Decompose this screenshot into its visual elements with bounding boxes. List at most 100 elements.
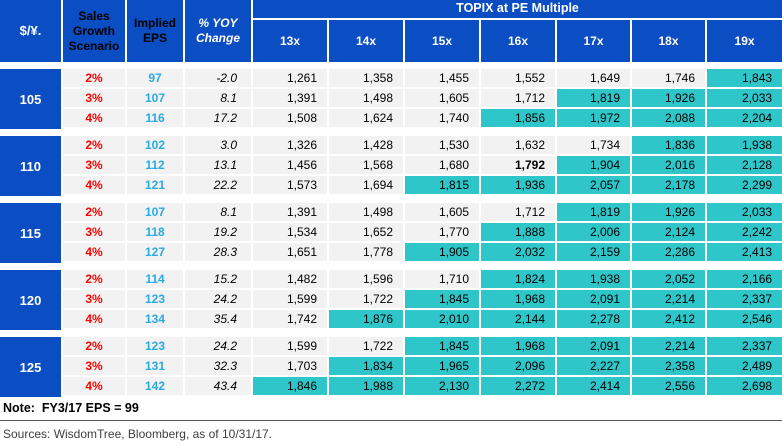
pe-column-header-14x: 14x (329, 20, 405, 62)
yoy-change-cell: 3.0 (185, 136, 253, 156)
topix-value-cell: 1,712 (481, 203, 557, 223)
topix-value-cell: 2,556 (632, 377, 707, 397)
topix-value-cell: 1,888 (481, 223, 557, 243)
topix-value-cell: 1,904 (557, 156, 632, 176)
implied-eps-cell: 134 (127, 310, 185, 330)
topix-value-cell: 2,178 (632, 176, 707, 196)
topix-value-cell: 2,010 (405, 310, 481, 330)
topix-value-cell: 1,596 (329, 270, 405, 290)
implied-eps-cell: 127 (127, 243, 185, 263)
implied-eps-cell: 114 (127, 270, 185, 290)
topix-value-cell: 1,722 (329, 337, 405, 357)
implied-eps-cell: 123 (127, 337, 185, 357)
yoy-change-header: % YOY Change (185, 0, 253, 62)
yoy-change-cell: 8.1 (185, 89, 253, 109)
topix-value-cell: 2,286 (632, 243, 707, 263)
yoy-change-cell: 28.3 (185, 243, 253, 263)
topix-value-cell: 2,214 (632, 337, 707, 357)
scenario-row: 4% 127 28.3 1,651 1,778 1,905 2,032 2,159 2,286 2… (0, 243, 782, 263)
spacer-row (0, 330, 782, 337)
topix-value-cell: 2,052 (632, 270, 707, 290)
sales-growth-cell: 4% (63, 109, 127, 129)
topix-value-cell: 2,214 (632, 290, 707, 310)
scenario-row: 3% 118 19.2 1,534 1,652 1,770 1,888 2,006 2,124 2… (0, 223, 782, 243)
topix-value-cell: 2,088 (632, 109, 707, 129)
topix-value-cell: 2,414 (557, 377, 632, 397)
topix-value-cell: 2,299 (707, 176, 782, 196)
yoy-change-cell: -2.0 (185, 69, 253, 89)
topix-value-cell: 2,546 (707, 310, 782, 330)
topix-value-cell: 2,412 (632, 310, 707, 330)
sales-growth-cell: 3% (63, 156, 127, 176)
topix-value-cell: 2,033 (707, 89, 782, 109)
topix-value-cell: 1,845 (405, 337, 481, 357)
topix-value-cell: 2,413 (707, 243, 782, 263)
topix-value-cell: 2,057 (557, 176, 632, 196)
pe-column-header-13x: 13x (253, 20, 329, 62)
fx-rate-cell: 105 (0, 69, 63, 129)
topix-value-cell: 1,792 (481, 156, 557, 176)
yoy-change-cell: 35.4 (185, 310, 253, 330)
topix-value-cell: 1,498 (329, 89, 405, 109)
spacer-row (0, 129, 782, 136)
implied-eps-cell: 131 (127, 357, 185, 377)
yoy-change-cell: 43.4 (185, 377, 253, 397)
implied-eps-cell: 123 (127, 290, 185, 310)
topix-value-cell: 1,261 (253, 69, 329, 89)
topix-value-cell: 2,242 (707, 223, 782, 243)
sales-growth-cell: 2% (63, 337, 127, 357)
fx-rate-cell: 110 (0, 136, 63, 196)
pe-column-header-16x: 16x (481, 20, 557, 62)
scenario-row: 105 2% 97 -2.0 1,261 1,358 1,455 1,552 1,649 1,74… (0, 69, 782, 129)
topix-value-cell: 1,824 (481, 270, 557, 290)
fx-rate-cell: 125 (0, 337, 63, 397)
topix-value-cell: 1,845 (405, 290, 481, 310)
topix-value-cell: 2,096 (481, 357, 557, 377)
spacer-row (0, 263, 782, 270)
topix-value-cell: 2,033 (707, 203, 782, 223)
topix-value-cell: 1,936 (481, 176, 557, 196)
topix-value-cell: 1,694 (329, 176, 405, 196)
topix-value-cell: 1,988 (329, 377, 405, 397)
topix-value-cell: 1,573 (253, 176, 329, 196)
spacer-row (0, 62, 782, 69)
implied-eps-cell: 118 (127, 223, 185, 243)
implied-eps-cell: 116 (127, 109, 185, 129)
yoy-change-cell: 24.2 (185, 290, 253, 310)
topix-value-cell: 1,972 (557, 109, 632, 129)
topix-value-cell: 1,819 (557, 89, 632, 109)
topix-value-cell: 1,968 (481, 337, 557, 357)
topix-value-cell: 1,599 (253, 337, 329, 357)
scenario-row: 115 2% 107 8.1 1,391 1,498 1,605 1,712 1,819 1,92… (0, 203, 782, 263)
topix-value-cell: 1,722 (329, 290, 405, 310)
topix-value-cell: 1,843 (707, 69, 782, 89)
topix-value-cell: 2,006 (557, 223, 632, 243)
sales-growth-cell: 3% (63, 223, 127, 243)
topix-value-cell: 1,552 (481, 69, 557, 89)
topix-value-cell: 2,032 (481, 243, 557, 263)
topix-value-cell: 2,337 (707, 290, 782, 310)
topix-value-cell: 1,968 (481, 290, 557, 310)
topix-pe-multiple-header: TOPIX at PE Multiple (253, 0, 782, 20)
scenario-row: 4% 121 22.2 1,573 1,694 1,815 1,936 2,057 2,178 2… (0, 176, 782, 196)
topix-value-cell: 2,337 (707, 337, 782, 357)
scenario-row: 4% 142 43.4 1,846 1,988 2,130 2,272 2,414 2,556 2… (0, 377, 782, 397)
topix-value-cell: 1,652 (329, 223, 405, 243)
sales-growth-cell: 2% (63, 270, 127, 290)
topix-value-cell: 1,926 (632, 89, 707, 109)
sales-growth-cell: 4% (63, 377, 127, 397)
topix-value-cell: 2,227 (557, 357, 632, 377)
topix-value-cell: 2,166 (707, 270, 782, 290)
yoy-change-cell: 17.2 (185, 109, 253, 129)
topix-value-cell: 2,144 (481, 310, 557, 330)
topix-value-cell: 1,391 (253, 89, 329, 109)
topix-value-cell: 1,456 (253, 156, 329, 176)
topix-value-cell: 1,938 (557, 270, 632, 290)
topix-value-cell: 1,712 (481, 89, 557, 109)
sales-growth-cell: 4% (63, 176, 127, 196)
topix-value-cell: 1,876 (329, 310, 405, 330)
topix-value-cell: 2,698 (707, 377, 782, 397)
topix-value-cell: 2,128 (707, 156, 782, 176)
yoy-change-cell: 32.3 (185, 357, 253, 377)
topix-pe-scenario-table: $/¥. Sales Growth Scenario Implied EPS% YO… (0, 0, 782, 397)
